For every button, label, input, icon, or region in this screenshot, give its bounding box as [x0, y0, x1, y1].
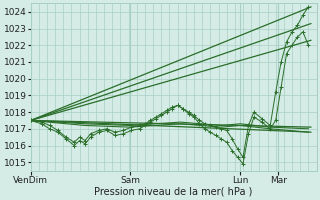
- X-axis label: Pression niveau de la mer( hPa ): Pression niveau de la mer( hPa ): [94, 187, 253, 197]
